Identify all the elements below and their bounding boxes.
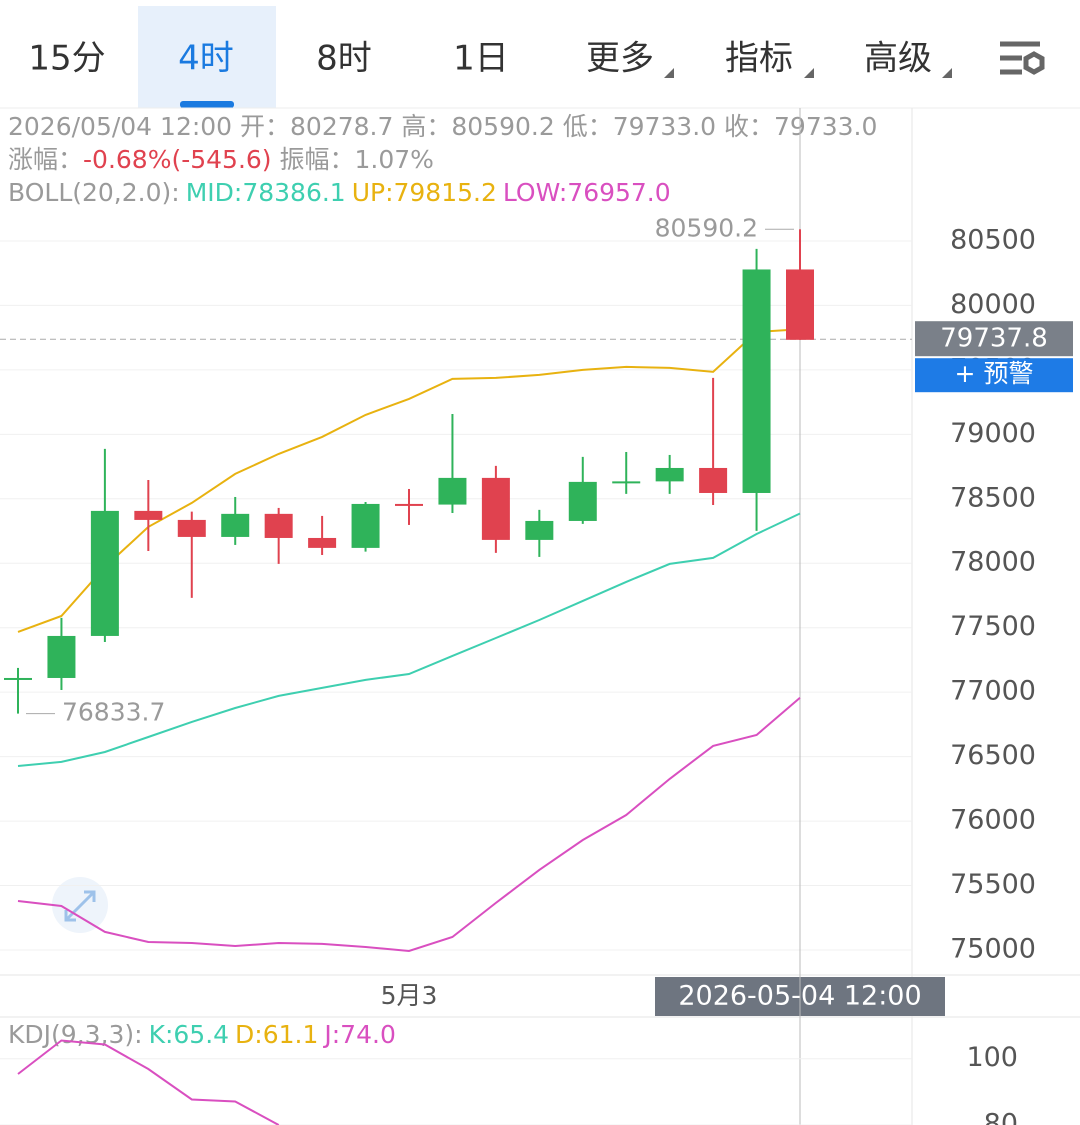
alert-button-bg[interactable] [915, 358, 1073, 393]
tab[interactable]: 高级 [864, 39, 932, 79]
info-segment: -0.68%(-545.6) [83, 145, 272, 174]
tab[interactable]: 1日 [453, 39, 509, 79]
legend-entry: K:65.4 [149, 1020, 229, 1049]
candle-body [134, 510, 163, 520]
tab-indicator [180, 101, 234, 108]
candle-body [221, 513, 250, 537]
info-segment: 涨幅： [8, 145, 83, 174]
candle-body [525, 520, 554, 540]
y-tick-label: 100 [966, 1042, 1018, 1073]
tab[interactable]: 4时 [178, 39, 234, 79]
candle-body [90, 510, 119, 636]
candle-body [742, 269, 771, 493]
candle-body [786, 269, 814, 340]
candle-body [568, 481, 597, 521]
info-line: 2026/05/04 12:00 开：80278.7 高：80590.2 低：7… [8, 112, 877, 141]
candle-body [481, 477, 510, 540]
kdj-line [17, 1039, 280, 1125]
x-tick-label: 5月3 [381, 981, 438, 1010]
indicator-legend: BOLL(20,2.0): MID:78386.1 UP:79815.2 LOW:76… [8, 178, 671, 207]
kdj-legend: KDJ(9,3,3): K:65.4 D:61.1 J:74.0 [8, 1020, 396, 1049]
tab[interactable]: 指标 [725, 39, 793, 79]
tab[interactable]: 8时 [316, 39, 372, 79]
y-tick-label: 78000 [950, 547, 1036, 578]
y-tick-label: 80 [984, 1109, 1018, 1125]
candle-body [264, 513, 293, 538]
legend-entry: UP:79815.2 [352, 178, 497, 207]
y-tick-label: 79000 [950, 418, 1036, 449]
expand-button[interactable] [52, 877, 108, 933]
candle-body [47, 635, 76, 678]
y-tick-label: 77000 [950, 676, 1036, 707]
y-tick-label: 76500 [950, 740, 1036, 771]
candle-body [655, 467, 684, 482]
indicator-name: BOLL(20,2.0): [8, 178, 180, 207]
y-tick-label: 75500 [950, 869, 1036, 900]
legend-entry: MID:78386.1 [186, 178, 346, 207]
alert-button[interactable]: + 预警 [955, 359, 1034, 388]
candle-body [4, 677, 32, 680]
info-segment: 振幅：1.07% [272, 145, 434, 174]
tab[interactable]: 更多 [586, 39, 654, 79]
dropdown-arrows [664, 68, 952, 78]
legend-entry: D:61.1 [235, 1020, 318, 1049]
candle-body [177, 519, 206, 537]
y-tick-label: 77500 [950, 611, 1036, 642]
legend-entry: LOW:76957.0 [503, 178, 671, 207]
y-tick-label: 80500 [950, 224, 1036, 255]
candle-body [699, 467, 728, 493]
selected-tab-bg [138, 6, 276, 108]
boll-line [17, 696, 801, 953]
legend-entry: J:74.0 [322, 1020, 395, 1049]
boll-line [17, 512, 801, 767]
candle-body [351, 503, 380, 548]
max-label: 80590.2 [655, 213, 758, 242]
tab[interactable]: 15分 [28, 39, 105, 79]
y-tick-label: 76000 [950, 805, 1036, 836]
last-price-bg [915, 321, 1073, 357]
y-tick-label: 75000 [950, 933, 1036, 964]
settings-icon[interactable] [1000, 41, 1045, 75]
info-line: 涨幅：-0.68%(-545.6) 振幅：1.07% [8, 145, 434, 174]
candle-body [395, 503, 423, 506]
indicator-name: KDJ(9,3,3): [8, 1020, 143, 1049]
last-price-label: 79737.8 [940, 324, 1048, 354]
y-tick-label: 78500 [950, 482, 1036, 513]
candle-body [612, 481, 641, 484]
y-tick-label: 80000 [950, 289, 1036, 320]
min-label: 76833.7 [62, 698, 165, 727]
candle-body [308, 537, 337, 548]
candle-body [438, 477, 467, 505]
